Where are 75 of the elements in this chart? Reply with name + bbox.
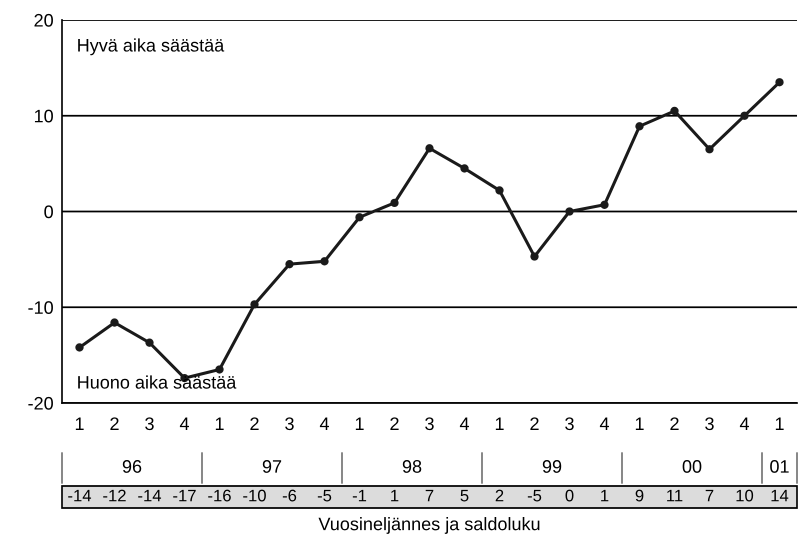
x-tick-label: 4 [180,418,189,430]
point [320,257,329,266]
x-tick-label: 1 [776,418,784,430]
data-label: 1 [601,490,608,502]
x-tick-label: 3 [565,417,574,430]
point [705,145,714,154]
y-tick-label: 0 [44,205,53,218]
data-label: 7 [426,490,434,502]
text: 96 [122,460,142,473]
data-label: -14 [138,490,162,502]
point [635,122,644,130]
data-label: -14 [68,490,92,502]
x-tick-label: 1 [636,418,644,430]
data-label: 10 [736,490,754,502]
point [110,318,119,327]
data-label: -6 [282,490,296,502]
data-label: -5 [528,490,542,502]
point [740,112,749,120]
point [530,252,539,261]
x-tick-label: 2 [250,417,259,430]
point [285,260,294,268]
text: 99 [542,460,562,473]
y-tick-label: 10 [34,110,53,122]
x-tick-label: 1 [216,418,224,430]
data-label: -5 [318,490,332,502]
x-tick-label: 3 [705,417,714,430]
point [775,78,784,86]
point [390,198,399,208]
data-label: -16 [208,490,231,502]
data-label: -10 [243,490,266,502]
point [145,338,154,347]
annotation: Hyvä aika säästää [78,38,224,56]
point [75,343,84,352]
data-label: 7 [706,490,714,502]
x-tick-label: 1 [496,418,504,430]
data-label: 0 [566,490,574,502]
y-tick-label: -20 [28,396,53,410]
text: 00 [682,460,702,473]
point [600,200,609,209]
text: 97 [262,460,282,473]
point [460,164,469,173]
x-tick-label: 1 [356,418,364,430]
point [495,186,504,195]
x-tick-label: 2 [390,417,399,430]
x-tick-label: 3 [285,417,294,430]
x-tick-label: 2 [530,417,539,430]
x-tick-label: 4 [460,418,469,430]
text: 01 [770,460,789,473]
x-tick-label: 4 [740,418,749,430]
data-label: -12 [103,490,126,502]
point [425,144,434,152]
data-label: 9 [636,490,644,502]
data-label: 2 [496,490,504,502]
point [670,106,679,116]
point [215,365,224,374]
x-tick-label: 2 [110,417,119,430]
y-tick-label: -10 [28,301,53,314]
x-tick-label: 4 [320,418,329,430]
x-tick-label: 4 [600,418,609,430]
point [250,300,259,309]
data-label: 11 [667,490,682,502]
x-axis-title: Vuosineljännes ja saldoluku [318,517,540,534]
x-tick-label: 3 [145,417,154,430]
data-label: -17 [173,490,196,502]
x-tick-label: 1 [76,418,84,430]
x-tick-label: 3 [425,417,434,430]
x-tick-label: 2 [670,417,679,430]
text: 98 [402,460,422,473]
point [565,207,574,216]
data-label: 5 [460,490,468,502]
point [355,213,364,222]
data-label: 1 [391,490,398,502]
data-label: 14 [772,490,788,502]
data-label: -1 [352,490,366,502]
y-tick-label: 20 [34,14,53,27]
